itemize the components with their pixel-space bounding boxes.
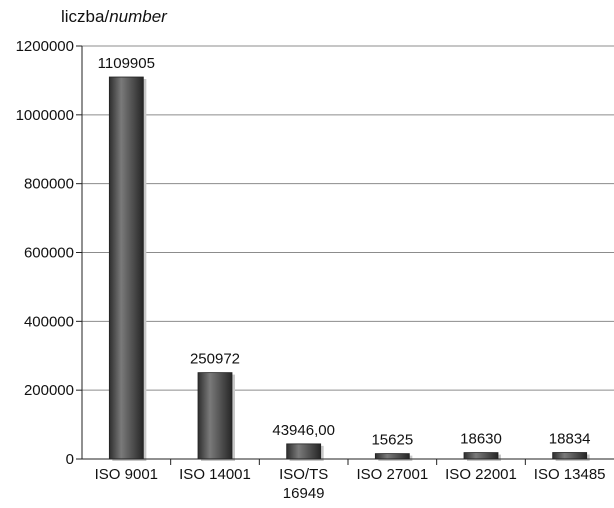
data-label: 250972 bbox=[190, 351, 240, 368]
y-axis-title: liczba/number bbox=[61, 6, 167, 28]
data-label: 1109905 bbox=[98, 55, 155, 72]
data-label: 18630 bbox=[460, 431, 502, 448]
x-tick-labels: ISO 9001 ISO 14001 ISO/TS 16949 ISO 27001 ISO… bbox=[95, 459, 606, 502]
x-tick-label: ISO 14001 bbox=[179, 466, 251, 483]
data-label: 15625 bbox=[371, 432, 413, 449]
y-axis-title-italic: number bbox=[109, 7, 167, 26]
axes bbox=[81, 46, 614, 460]
bar bbox=[108, 76, 144, 460]
bar bbox=[197, 372, 233, 460]
y-tick-label: 800000 bbox=[24, 176, 74, 193]
x-tick-label: ISO/TS 16949 bbox=[279, 466, 328, 502]
x-tick-label: ISO 27001 bbox=[356, 466, 428, 483]
data-labels: 1109905 250972 43946,00 15625 18630 18834 bbox=[98, 55, 591, 449]
y-tick-labels: 0 200000 400000 600000 800000 1000000 1200000 bbox=[16, 38, 82, 468]
bar bbox=[463, 452, 499, 460]
y-axis-title-prefix: liczba/ bbox=[61, 7, 110, 26]
y-tick-label: 1000000 bbox=[16, 107, 74, 124]
y-tick-label: 200000 bbox=[24, 382, 74, 399]
bars bbox=[108, 76, 590, 462]
bar bbox=[374, 453, 410, 460]
x-tick-label: ISO 22001 bbox=[445, 466, 517, 483]
data-label: 43946,00 bbox=[272, 422, 335, 439]
data-label: 18834 bbox=[549, 431, 591, 448]
bar bbox=[552, 452, 588, 460]
bar bbox=[286, 443, 322, 460]
x-tick-label: ISO 13485 bbox=[534, 466, 606, 483]
x-tick-label: ISO 9001 bbox=[95, 466, 158, 483]
y-tick-label: 600000 bbox=[24, 245, 74, 262]
y-tick-label: 400000 bbox=[24, 313, 74, 330]
gridlines bbox=[82, 45, 614, 391]
y-tick-label: 0 bbox=[66, 451, 74, 468]
y-tick-label: 1200000 bbox=[16, 38, 74, 55]
